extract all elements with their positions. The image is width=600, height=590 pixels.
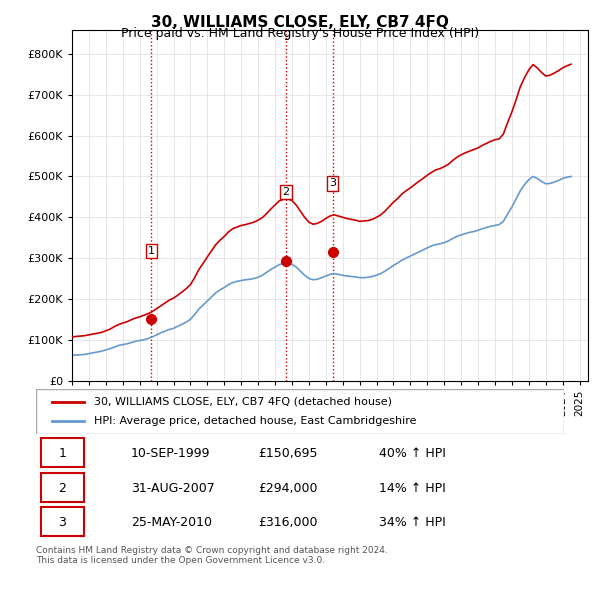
FancyBboxPatch shape (41, 507, 83, 536)
Text: £294,000: £294,000 (258, 481, 317, 495)
Text: Contains HM Land Registry data © Crown copyright and database right 2024.
This d: Contains HM Land Registry data © Crown c… (36, 546, 388, 565)
Text: HPI: Average price, detached house, East Cambridgeshire: HPI: Average price, detached house, East… (94, 417, 416, 426)
Text: 3: 3 (329, 178, 336, 188)
Text: 1: 1 (148, 246, 155, 256)
Text: 40% ↑ HPI: 40% ↑ HPI (379, 447, 446, 460)
FancyBboxPatch shape (41, 473, 83, 502)
FancyBboxPatch shape (36, 389, 564, 434)
Text: Price paid vs. HM Land Registry's House Price Index (HPI): Price paid vs. HM Land Registry's House … (121, 27, 479, 40)
Text: £150,695: £150,695 (258, 447, 317, 460)
Text: 14% ↑ HPI: 14% ↑ HPI (379, 481, 446, 495)
Text: 34% ↑ HPI: 34% ↑ HPI (379, 516, 446, 529)
Text: 1: 1 (58, 447, 67, 460)
Text: 2: 2 (283, 187, 290, 197)
Text: 2: 2 (58, 481, 67, 495)
FancyBboxPatch shape (41, 438, 83, 467)
Text: 30, WILLIAMS CLOSE, ELY, CB7 4FQ: 30, WILLIAMS CLOSE, ELY, CB7 4FQ (151, 15, 449, 30)
Text: £316,000: £316,000 (258, 516, 317, 529)
Text: 10-SEP-1999: 10-SEP-1999 (131, 447, 211, 460)
Text: 30, WILLIAMS CLOSE, ELY, CB7 4FQ (detached house): 30, WILLIAMS CLOSE, ELY, CB7 4FQ (detach… (94, 397, 392, 407)
Text: 31-AUG-2007: 31-AUG-2007 (131, 481, 215, 495)
Text: 25-MAY-2010: 25-MAY-2010 (131, 516, 212, 529)
Text: 3: 3 (58, 516, 67, 529)
